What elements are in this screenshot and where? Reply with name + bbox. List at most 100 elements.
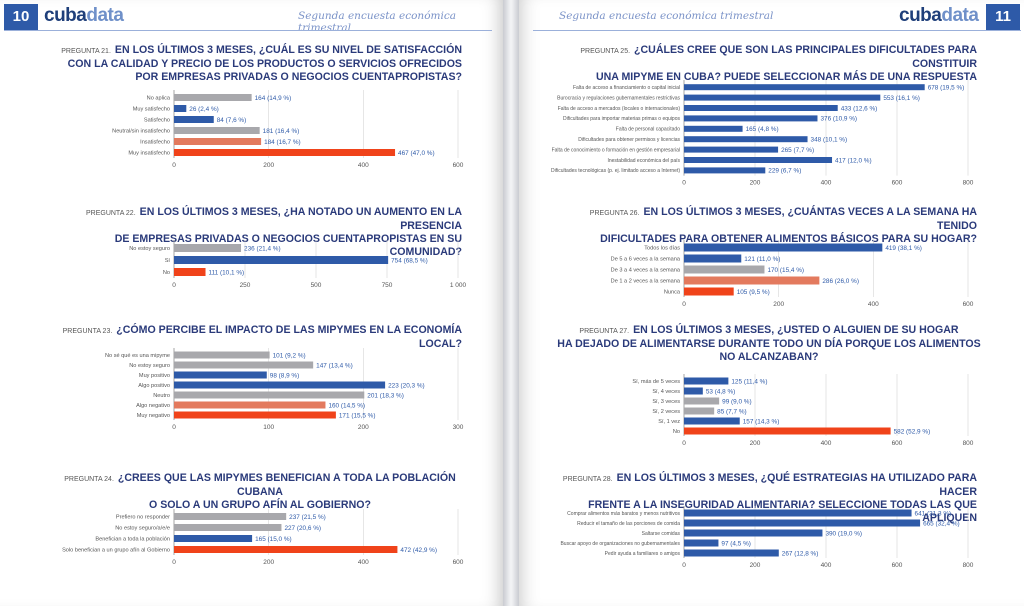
tick-label: 750 xyxy=(382,282,393,289)
bar xyxy=(684,397,720,405)
data-label: 184 (16,7 %) xyxy=(264,139,301,146)
category-label: Todos los días xyxy=(644,245,680,251)
data-label: 170 (15,4 %) xyxy=(767,267,804,274)
bar xyxy=(684,94,881,101)
category-label: Muy negativo xyxy=(137,413,170,419)
running-header: Segunda encuesta económica trimestral xyxy=(298,10,456,34)
category-label: No xyxy=(673,429,680,435)
category-label: Burocracia y regulaciones gubernamentale… xyxy=(557,95,680,101)
bar xyxy=(174,513,287,520)
category-label: Sí, 2 veces xyxy=(652,409,680,415)
bar xyxy=(684,254,742,263)
category-label: Benefician a toda la población xyxy=(95,536,170,542)
question-27: PREGUNTA 27. EN LOS ÚLTIMOS 3 MESES, ¿UST… xyxy=(557,324,981,363)
category-label: Dificultades para importar materias prim… xyxy=(563,116,680,122)
data-label: 390 (19,0 %) xyxy=(825,530,862,537)
page-number: 11 xyxy=(986,4,1020,30)
data-label: 582 (52,9 %) xyxy=(894,428,931,435)
bar xyxy=(174,371,267,379)
category-label: Insatisfecho xyxy=(140,139,170,145)
bar xyxy=(684,407,715,415)
data-label: 101 (9,2 %) xyxy=(273,352,306,359)
data-label: 237 (21,5 %) xyxy=(289,514,326,521)
category-label: Falta de personal capacitado xyxy=(616,127,680,133)
category-label: Comprar alimentos más baratos y menos nu… xyxy=(567,511,680,517)
category-label: Muy satisfecho xyxy=(133,106,170,112)
data-label: 164 (14,9 %) xyxy=(255,95,292,102)
question-22: PREGUNTA 22. EN LOS ÚLTIMOS 3 MESES, ¿HA … xyxy=(85,206,462,258)
bar xyxy=(684,84,925,91)
bar xyxy=(174,268,206,276)
bar xyxy=(174,535,253,542)
bar xyxy=(684,539,719,547)
category-label: Falta de acceso a mercados (locales o in… xyxy=(558,106,681,112)
right-page: Segunda encuesta económica trimestral cu… xyxy=(519,0,1024,606)
tick-label: 0 xyxy=(172,282,176,289)
bar xyxy=(174,524,282,531)
tick-label: 200 xyxy=(263,162,274,169)
bar xyxy=(684,509,912,517)
tick-label: 600 xyxy=(892,562,903,569)
bar xyxy=(174,401,326,409)
category-label: Sí, 1 vez xyxy=(658,419,680,425)
data-label: 165 (4,8 %) xyxy=(746,126,779,133)
tick-label: 200 xyxy=(358,424,369,431)
category-label: Sí, 3 veces xyxy=(652,399,680,405)
book-gutter xyxy=(503,0,519,606)
bar xyxy=(174,105,187,112)
category-label: Reducir el tamaño de las porciones de co… xyxy=(577,521,680,527)
tick-label: 400 xyxy=(821,562,832,569)
bar xyxy=(174,116,214,123)
tick-label: 200 xyxy=(773,301,784,308)
question-26: PREGUNTA 26. EN LOS ÚLTIMOS 3 MESES, ¿CUÁ… xyxy=(589,206,977,245)
chart-q21: 0 200 400 600 No aplica 164 (14,9 %) Muy satis… xyxy=(112,90,464,169)
question-24: PREGUNTA 24. ¿CREES QUE LAS MIPYMES BENEF… xyxy=(64,472,456,511)
question-25: PREGUNTA 25. ¿CUÁLES CREE QUE SON LAS PRI… xyxy=(580,44,977,83)
data-label: 98 (8,9 %) xyxy=(270,372,299,379)
data-label: 125 (11,4 %) xyxy=(731,378,767,385)
category-label: Algo positivo xyxy=(138,383,170,389)
bar xyxy=(174,351,270,359)
bar xyxy=(684,519,921,527)
question-21: PREGUNTA 21. EN LOS ÚLTIMOS 3 MESES, ¿CUÁ… xyxy=(61,44,462,83)
bar xyxy=(684,115,818,122)
bar xyxy=(684,157,833,163)
tick-label: 400 xyxy=(868,301,879,308)
bar xyxy=(684,105,838,111)
category-label: Neutral/sin insatisfecho xyxy=(112,128,170,134)
category-label: Muy insatisfecho xyxy=(128,150,170,156)
data-label: 433 (12,6 %) xyxy=(841,105,878,112)
running-header: Segunda encuesta económica trimestral xyxy=(559,10,774,22)
bar xyxy=(684,427,891,435)
bar xyxy=(684,146,779,153)
category-label: Dificultades tecnológicas (p. ej. limita… xyxy=(551,168,680,174)
bar xyxy=(684,167,766,174)
header-rule xyxy=(4,30,492,31)
bar xyxy=(174,381,386,389)
bar xyxy=(684,377,729,385)
category-label: Muy positivo xyxy=(139,373,170,379)
data-label: 227 (20,6 %) xyxy=(284,525,321,532)
category-label: De 5 a 6 veces a la semana xyxy=(611,256,681,262)
tick-label: 0 xyxy=(682,440,686,447)
bar xyxy=(684,549,779,557)
data-label: 121 (11,0 %) xyxy=(744,256,780,263)
data-label: 85 (7,7 %) xyxy=(717,408,746,415)
data-label: 111 (10,1 %) xyxy=(209,269,245,276)
tick-label: 0 xyxy=(682,301,686,308)
data-label: 472 (42,9 %) xyxy=(400,547,437,554)
bar xyxy=(174,127,260,134)
category-label: Sí, más de 5 veces xyxy=(632,379,680,385)
tick-label: 200 xyxy=(750,180,761,187)
data-label: 105 (9,5 %) xyxy=(737,289,770,296)
category-label: De 1 a 2 veces a la semana xyxy=(611,278,681,284)
data-label: 665 (32,4 %) xyxy=(923,520,960,527)
tick-label: 800 xyxy=(963,440,974,447)
category-label: No estoy seguro xyxy=(129,363,170,369)
category-label: Pedir ayuda a familiares o amigos xyxy=(605,551,681,557)
data-label: 26 (2,4 %) xyxy=(189,106,218,113)
bar xyxy=(174,256,389,264)
header-rule xyxy=(533,30,1021,31)
tick-label: 600 xyxy=(453,162,464,169)
category-label: Falta de acceso a financiamiento o capit… xyxy=(573,85,680,91)
